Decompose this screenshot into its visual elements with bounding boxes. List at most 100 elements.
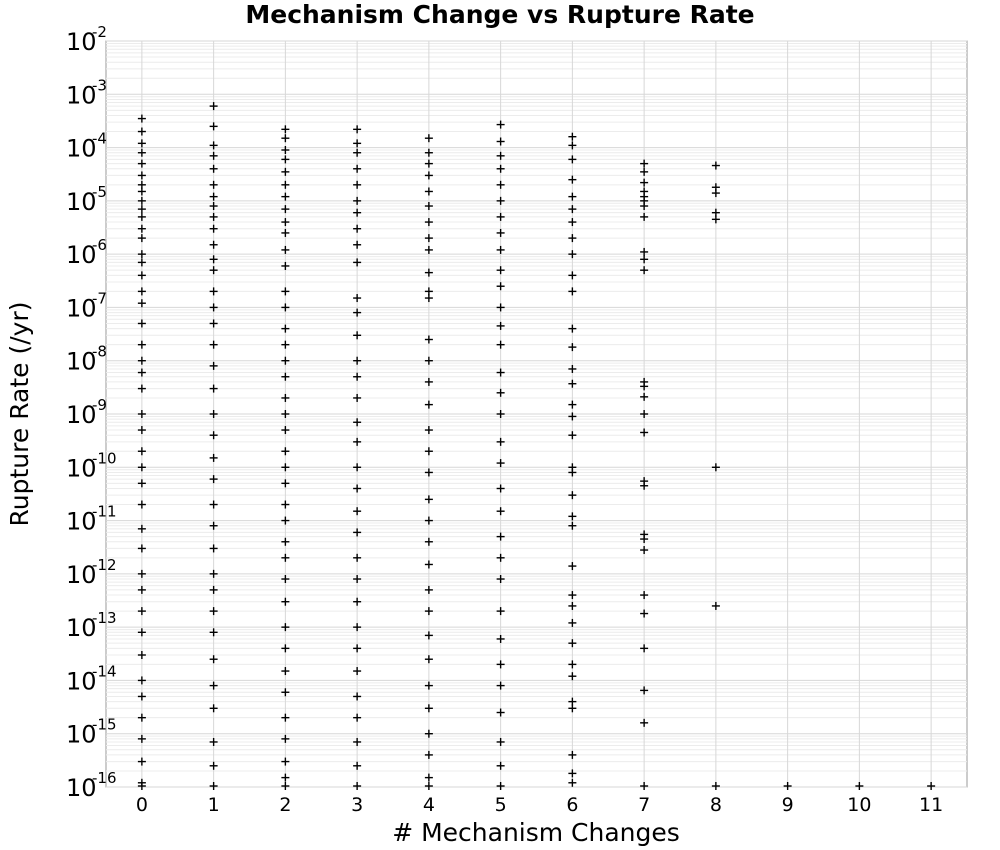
data-point bbox=[353, 308, 362, 317]
data-point bbox=[711, 782, 720, 790]
y-tick-label: 10-11 bbox=[66, 503, 117, 536]
data-point bbox=[424, 377, 433, 386]
y-tick-label: 10-7 bbox=[66, 289, 107, 322]
data-point bbox=[496, 282, 505, 291]
data-point bbox=[424, 426, 433, 435]
y-axis-ticks: 10-1610-1510-1410-1310-1210-1110-1010-91… bbox=[66, 23, 117, 802]
data-point bbox=[209, 655, 218, 664]
data-point bbox=[496, 484, 505, 493]
data-point bbox=[568, 491, 577, 500]
data-point bbox=[281, 372, 290, 381]
data-point bbox=[353, 356, 362, 365]
data-point bbox=[496, 681, 505, 690]
data-point bbox=[568, 591, 577, 600]
data-point bbox=[209, 303, 218, 312]
data-point bbox=[568, 769, 577, 778]
data-point bbox=[568, 412, 577, 421]
data-point bbox=[137, 212, 146, 221]
data-point bbox=[640, 609, 649, 618]
data-point bbox=[568, 218, 577, 227]
data-point bbox=[281, 324, 290, 333]
data-point bbox=[568, 400, 577, 409]
data-point bbox=[353, 761, 362, 770]
data-point bbox=[281, 782, 290, 790]
data-point bbox=[568, 234, 577, 243]
data-point bbox=[855, 782, 864, 790]
data-point bbox=[281, 667, 290, 676]
data-point bbox=[496, 196, 505, 205]
data-point bbox=[137, 171, 146, 180]
data-point bbox=[353, 139, 362, 148]
data-point bbox=[568, 618, 577, 627]
y-tick-exponent: -8 bbox=[92, 343, 107, 361]
data-point bbox=[353, 575, 362, 584]
data-point bbox=[496, 368, 505, 377]
y-tick-exponent: -12 bbox=[92, 556, 117, 574]
y-tick-exponent: -4 bbox=[92, 130, 107, 148]
data-point bbox=[137, 585, 146, 594]
x-tick-label: 8 bbox=[710, 794, 722, 816]
data-point bbox=[640, 686, 649, 695]
data-point bbox=[496, 782, 505, 790]
data-points bbox=[137, 102, 936, 790]
data-point bbox=[353, 553, 362, 562]
data-point bbox=[424, 729, 433, 738]
data-point bbox=[281, 426, 290, 435]
data-point bbox=[424, 537, 433, 546]
data-point bbox=[568, 562, 577, 571]
data-point bbox=[209, 500, 218, 509]
data-point bbox=[711, 463, 720, 472]
data-point bbox=[281, 167, 290, 176]
data-point bbox=[424, 134, 433, 143]
data-point bbox=[640, 159, 649, 168]
data-point bbox=[353, 507, 362, 516]
data-point bbox=[281, 410, 290, 418]
data-point bbox=[281, 192, 290, 201]
data-point bbox=[209, 384, 218, 393]
y-tick-base: 10 bbox=[66, 667, 97, 695]
data-point bbox=[568, 250, 577, 259]
data-point bbox=[281, 575, 290, 584]
data-point bbox=[281, 340, 290, 349]
y-tick-base: 10 bbox=[66, 28, 97, 56]
data-point bbox=[568, 155, 577, 164]
data-point bbox=[281, 125, 290, 134]
data-point bbox=[640, 382, 649, 391]
data-point bbox=[568, 132, 577, 141]
x-tick-label: 2 bbox=[279, 794, 291, 816]
data-point bbox=[568, 379, 577, 388]
chart-title: Mechanism Change vs Rupture Rate bbox=[245, 0, 754, 29]
data-point bbox=[424, 681, 433, 690]
data-point bbox=[209, 782, 218, 790]
y-tick-base: 10 bbox=[66, 561, 97, 589]
data-point bbox=[209, 164, 218, 173]
data-point bbox=[137, 114, 146, 123]
data-point bbox=[568, 431, 577, 440]
data-point bbox=[353, 692, 362, 701]
data-point bbox=[137, 692, 146, 701]
y-tick-exponent: -10 bbox=[92, 449, 117, 467]
data-point bbox=[209, 628, 218, 637]
data-point bbox=[209, 521, 218, 530]
data-point bbox=[281, 261, 290, 270]
data-point bbox=[137, 544, 146, 553]
data-point bbox=[424, 234, 433, 243]
data-point bbox=[137, 500, 146, 509]
y-tick-label: 10-3 bbox=[66, 76, 107, 109]
x-tick-label: 6 bbox=[566, 794, 578, 816]
data-point bbox=[424, 631, 433, 640]
data-point bbox=[209, 202, 218, 211]
data-point bbox=[281, 623, 290, 632]
data-point bbox=[640, 202, 649, 211]
data-point bbox=[137, 159, 146, 168]
data-point bbox=[209, 453, 218, 462]
data-point bbox=[568, 512, 577, 521]
data-point bbox=[281, 287, 290, 296]
data-point bbox=[568, 750, 577, 759]
y-tick-exponent: -13 bbox=[92, 609, 117, 627]
data-point bbox=[209, 192, 218, 201]
data-point bbox=[640, 410, 649, 418]
data-point bbox=[353, 463, 362, 472]
data-point bbox=[496, 607, 505, 616]
data-point bbox=[209, 287, 218, 296]
